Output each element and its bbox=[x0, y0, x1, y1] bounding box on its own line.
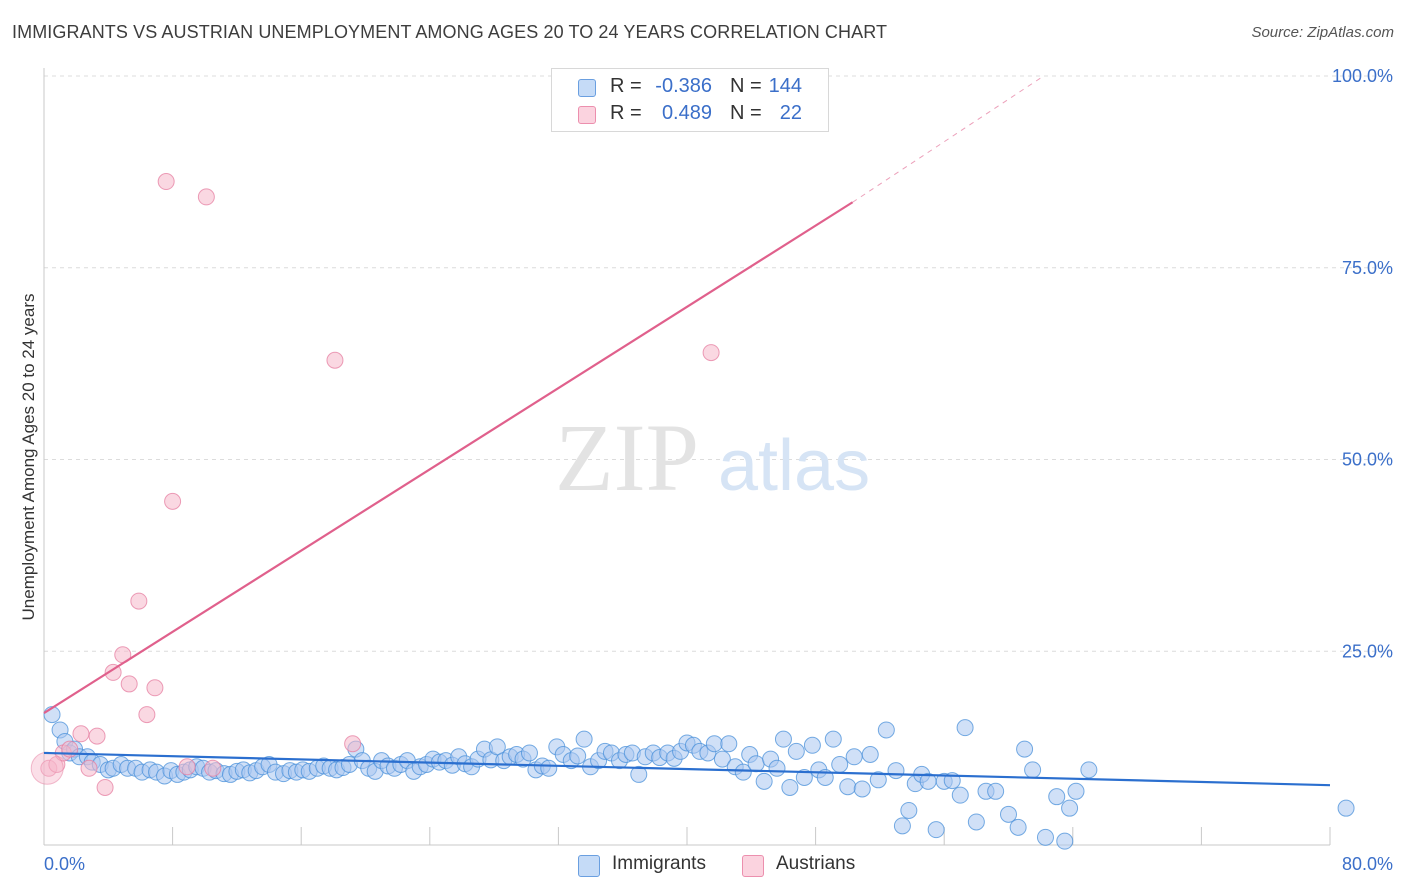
austrians-point bbox=[326, 351, 344, 369]
austrians-point bbox=[120, 675, 138, 693]
immigrants-point bbox=[488, 738, 506, 756]
immigrants-point bbox=[824, 730, 842, 748]
immigrants-point bbox=[987, 782, 1005, 800]
immigrants-point bbox=[1000, 805, 1017, 823]
immigrants-point bbox=[774, 730, 792, 748]
series-legend: Immigrants Austrians bbox=[0, 852, 1406, 878]
austrians-point bbox=[146, 679, 164, 697]
immigrants-point bbox=[893, 817, 911, 835]
austrians-trendline-extension bbox=[852, 77, 1041, 203]
austrians-trendline bbox=[43, 201, 854, 715]
legend-label-austrians: Austrians bbox=[776, 853, 856, 874]
r-label: R = bbox=[610, 102, 642, 124]
watermark-zip: ZIP bbox=[555, 404, 699, 511]
immigrants-point bbox=[1056, 832, 1074, 850]
immigrants-point bbox=[853, 780, 871, 798]
legend-swatch-austrians bbox=[578, 106, 596, 124]
immigrants-point bbox=[1009, 818, 1027, 836]
immigrants-point bbox=[956, 719, 974, 737]
immigrants-point bbox=[540, 759, 558, 777]
immigrants-point bbox=[755, 772, 773, 790]
immigrants-point bbox=[1337, 799, 1355, 817]
chart-title: IMMIGRANTS VS AUSTRIAN UNEMPLOYMENT AMON… bbox=[12, 22, 888, 42]
immigrants-point bbox=[734, 763, 752, 781]
immigrants-point bbox=[781, 778, 799, 796]
immigrants-point bbox=[520, 744, 538, 762]
correlation-legend: R = -0.386 N = 144 R = 0.489 N = 22 bbox=[551, 68, 829, 132]
legend-row-immigrants: R = -0.386 N = 144 bbox=[552, 73, 828, 101]
immigrants-point bbox=[795, 769, 813, 787]
immigrants-point bbox=[803, 736, 821, 754]
austrians-point bbox=[130, 592, 148, 610]
immigrants-point bbox=[768, 759, 786, 777]
immigrants-point bbox=[951, 786, 969, 804]
austrians-point bbox=[88, 727, 106, 745]
immigrants-point bbox=[747, 755, 765, 773]
immigrants-point bbox=[1024, 761, 1042, 779]
legend-row-austrians: R = 0.489 N = 22 bbox=[552, 100, 828, 128]
y-tick-label: 50.0% bbox=[1342, 450, 1393, 470]
immigrants-point bbox=[1080, 761, 1098, 779]
immigrants-point bbox=[1048, 788, 1066, 806]
legend-swatch-immigrants bbox=[578, 855, 600, 877]
x-tick-label: 0.0% bbox=[44, 854, 85, 874]
immigrants-point bbox=[705, 735, 723, 753]
grid-lines bbox=[44, 75, 1390, 652]
austrians-point bbox=[72, 725, 90, 743]
watermark: ZIP atlas bbox=[555, 404, 870, 511]
legend-swatch-austrians bbox=[742, 855, 764, 877]
legend-label-immigrants: Immigrants bbox=[612, 853, 706, 874]
austrians-point bbox=[80, 759, 98, 777]
immigrants-point bbox=[630, 765, 648, 783]
immigrants-point bbox=[839, 778, 857, 796]
immigrants-point bbox=[887, 762, 905, 780]
y-tick-label: 100.0% bbox=[1332, 66, 1393, 86]
immigrants-point bbox=[831, 755, 849, 773]
immigrants-point bbox=[1036, 828, 1054, 846]
y-tick-label: 25.0% bbox=[1342, 641, 1393, 661]
immigrants-point bbox=[1061, 799, 1079, 817]
austrians-point bbox=[702, 344, 720, 362]
r-label: R = bbox=[610, 75, 642, 97]
immigrants-point bbox=[900, 801, 918, 819]
y-axis-label: Unemployment Among Ages 20 to 24 years bbox=[19, 294, 38, 621]
y-tick-label: 75.0% bbox=[1342, 258, 1393, 278]
r-value: 0.489 bbox=[661, 102, 712, 124]
immigrants-trendline bbox=[43, 751, 1331, 787]
austrians-point bbox=[197, 188, 215, 206]
n-value: 144 bbox=[768, 75, 802, 97]
source-label: Source: ZipAtlas.com bbox=[1251, 24, 1394, 41]
austrians-point bbox=[178, 758, 196, 776]
n-label: N = bbox=[730, 75, 762, 97]
immigrants-point bbox=[967, 813, 985, 831]
austrians-point bbox=[157, 173, 175, 191]
austrians-point bbox=[96, 778, 114, 796]
immigrants-point bbox=[713, 750, 731, 768]
immigrants-point bbox=[569, 747, 587, 765]
watermark-atlas: atlas bbox=[718, 426, 870, 506]
immigrants-point bbox=[575, 730, 593, 748]
legend-swatch-immigrants bbox=[578, 79, 596, 97]
n-label: N = bbox=[730, 102, 762, 124]
immigrants-point bbox=[787, 742, 805, 760]
r-value: -0.386 bbox=[655, 75, 712, 97]
immigrants-point bbox=[1016, 740, 1034, 758]
n-value: 22 bbox=[779, 102, 802, 124]
austrians-point bbox=[204, 759, 222, 777]
x-tick-label: 80.0% bbox=[1342, 854, 1393, 874]
austrians-point bbox=[164, 492, 182, 510]
austrians-point bbox=[344, 735, 362, 753]
immigrants-point bbox=[845, 748, 863, 766]
immigrants-point bbox=[869, 771, 887, 789]
immigrants-point bbox=[861, 745, 879, 763]
immigrants-point bbox=[927, 821, 945, 839]
austrians-point bbox=[138, 706, 156, 724]
austrians-point bbox=[30, 751, 64, 785]
immigrants-point bbox=[720, 735, 738, 753]
immigrants-point bbox=[877, 721, 895, 739]
austrians-point bbox=[104, 663, 122, 681]
immigrants-point bbox=[1067, 782, 1085, 800]
